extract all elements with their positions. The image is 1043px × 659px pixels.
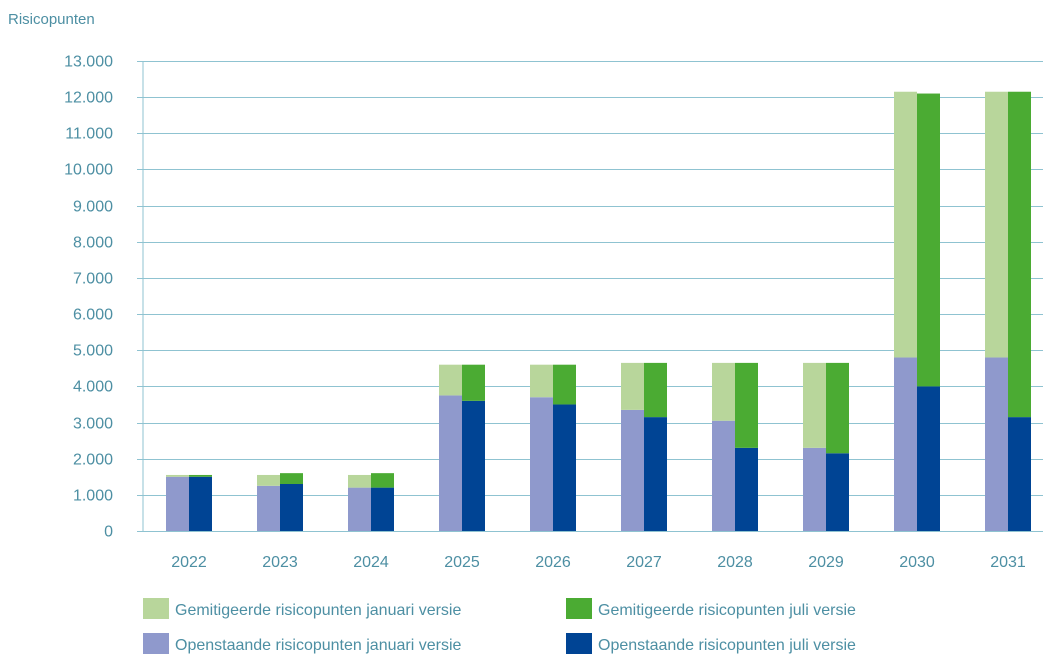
bar-2023-januari-gemitigeerde [257, 474, 280, 486]
bar-2031-januari-openstaande [985, 357, 1008, 531]
y-tick-label: 12.000 [64, 90, 113, 107]
x-tick-label: 2031 [990, 554, 1026, 571]
bar-2023-januari-openstaande [257, 485, 280, 531]
y-tick-label: 6.000 [73, 307, 113, 324]
x-tick-label: 2024 [353, 554, 389, 571]
bar-2027-januari-gemitigeerde [621, 362, 644, 410]
gridlines [137, 61, 1043, 532]
bar-2024-juli-gemitigeerde [371, 473, 394, 488]
legend-label: Gemitigeerde risicopunten januari versie [175, 602, 461, 619]
bar-2030-januari-openstaande [894, 357, 917, 531]
bar-2031-juli-gemitigeerde [1008, 91, 1031, 418]
y-tick-label: 11.000 [65, 126, 113, 143]
bars [166, 91, 1031, 531]
bar-2027-juli-gemitigeerde [644, 362, 667, 418]
x-tick-label: 2028 [717, 554, 753, 571]
bar-2026-januari-gemitigeerde [530, 364, 553, 398]
x-tick-label: 2025 [444, 554, 480, 571]
x-tick-label: 2022 [171, 554, 207, 571]
legend-label: Gemitigeerde risicopunten juli versie [598, 602, 856, 619]
bar-2025-juli-gemitigeerde [462, 364, 485, 401]
bar-2028-juli-openstaande [735, 447, 758, 531]
x-tick-label: 2027 [626, 554, 662, 571]
bar-2026-juli-openstaande [553, 404, 576, 531]
bar-2022-januari-openstaande [166, 476, 189, 531]
y-tick-label: 8.000 [73, 235, 113, 252]
y-tick-label: 10.000 [64, 162, 113, 179]
bar-2027-januari-openstaande [621, 409, 644, 531]
bar-2025-januari-openstaande [439, 395, 462, 531]
x-tick-label: 2023 [262, 554, 298, 571]
y-tick-label: 7.000 [73, 271, 113, 288]
bar-2029-januari-openstaande [803, 447, 826, 531]
y-tick-label: 1.000 [73, 488, 113, 505]
bar-2023-juli-openstaande [280, 484, 303, 531]
legend-swatch [143, 598, 169, 619]
bar-2030-juli-openstaande [917, 386, 940, 531]
bar-2031-januari-gemitigeerde [985, 91, 1008, 358]
bar-2022-januari-gemitigeerde [166, 474, 189, 477]
bar-2024-januari-openstaande [348, 487, 371, 531]
x-tick-label: 2026 [535, 554, 571, 571]
y-tick-label: 5.000 [73, 343, 113, 360]
bar-2026-januari-openstaande [530, 397, 553, 531]
y-axis-title: Risicopunten [8, 11, 95, 28]
bar-2029-juli-openstaande [826, 453, 849, 531]
legend-swatch [566, 598, 592, 619]
bar-2024-juli-openstaande [371, 487, 394, 531]
bar-2027-juli-openstaande [644, 417, 667, 531]
bar-2024-januari-gemitigeerde [348, 474, 371, 488]
y-tick-label: 2.000 [73, 452, 113, 469]
x-tick-label: 2030 [899, 554, 935, 571]
y-axis-ticks: 0 1.000 2.000 3.000 4.000 5.000 6.000 7.000 8.00… [64, 54, 113, 541]
legend-swatch [566, 633, 592, 654]
bar-2025-juli-openstaande [462, 400, 485, 531]
legend-label: Openstaande risicopunten juli versie [598, 637, 856, 654]
legend-label: Openstaande risicopunten januari versie [175, 637, 462, 654]
bar-2022-juli-gemitigeerde [189, 474, 212, 477]
bar-2029-juli-gemitigeerde [826, 362, 849, 454]
x-tick-label: 2029 [808, 554, 844, 571]
legend: Gemitigeerde risicopunten januari versie… [143, 598, 856, 654]
y-tick-label: 4.000 [73, 379, 113, 396]
bar-2026-juli-gemitigeerde [553, 364, 576, 405]
y-tick-label: 13.000 [64, 54, 113, 71]
bar-2028-januari-gemitigeerde [712, 362, 735, 421]
legend-swatch [143, 633, 169, 654]
bar-2029-januari-gemitigeerde [803, 362, 826, 448]
bar-2030-januari-gemitigeerde [894, 91, 917, 358]
bar-2031-juli-openstaande [1008, 417, 1031, 531]
bar-2028-januari-openstaande [712, 420, 735, 531]
y-tick-label: 9.000 [73, 199, 113, 216]
bar-2028-juli-gemitigeerde [735, 362, 758, 448]
y-tick-label: 3.000 [73, 416, 113, 433]
y-tick-label: 0 [104, 524, 113, 541]
bar-2023-juli-gemitigeerde [280, 473, 303, 484]
bar-2025-januari-gemitigeerde [439, 364, 462, 396]
bar-2030-juli-gemitigeerde [917, 93, 940, 387]
x-axis-ticks: 2022 2023 2024 2025 2026 2027 2028 2029 2030 2031 [171, 554, 1026, 571]
bar-2022-juli-openstaande [189, 476, 212, 531]
